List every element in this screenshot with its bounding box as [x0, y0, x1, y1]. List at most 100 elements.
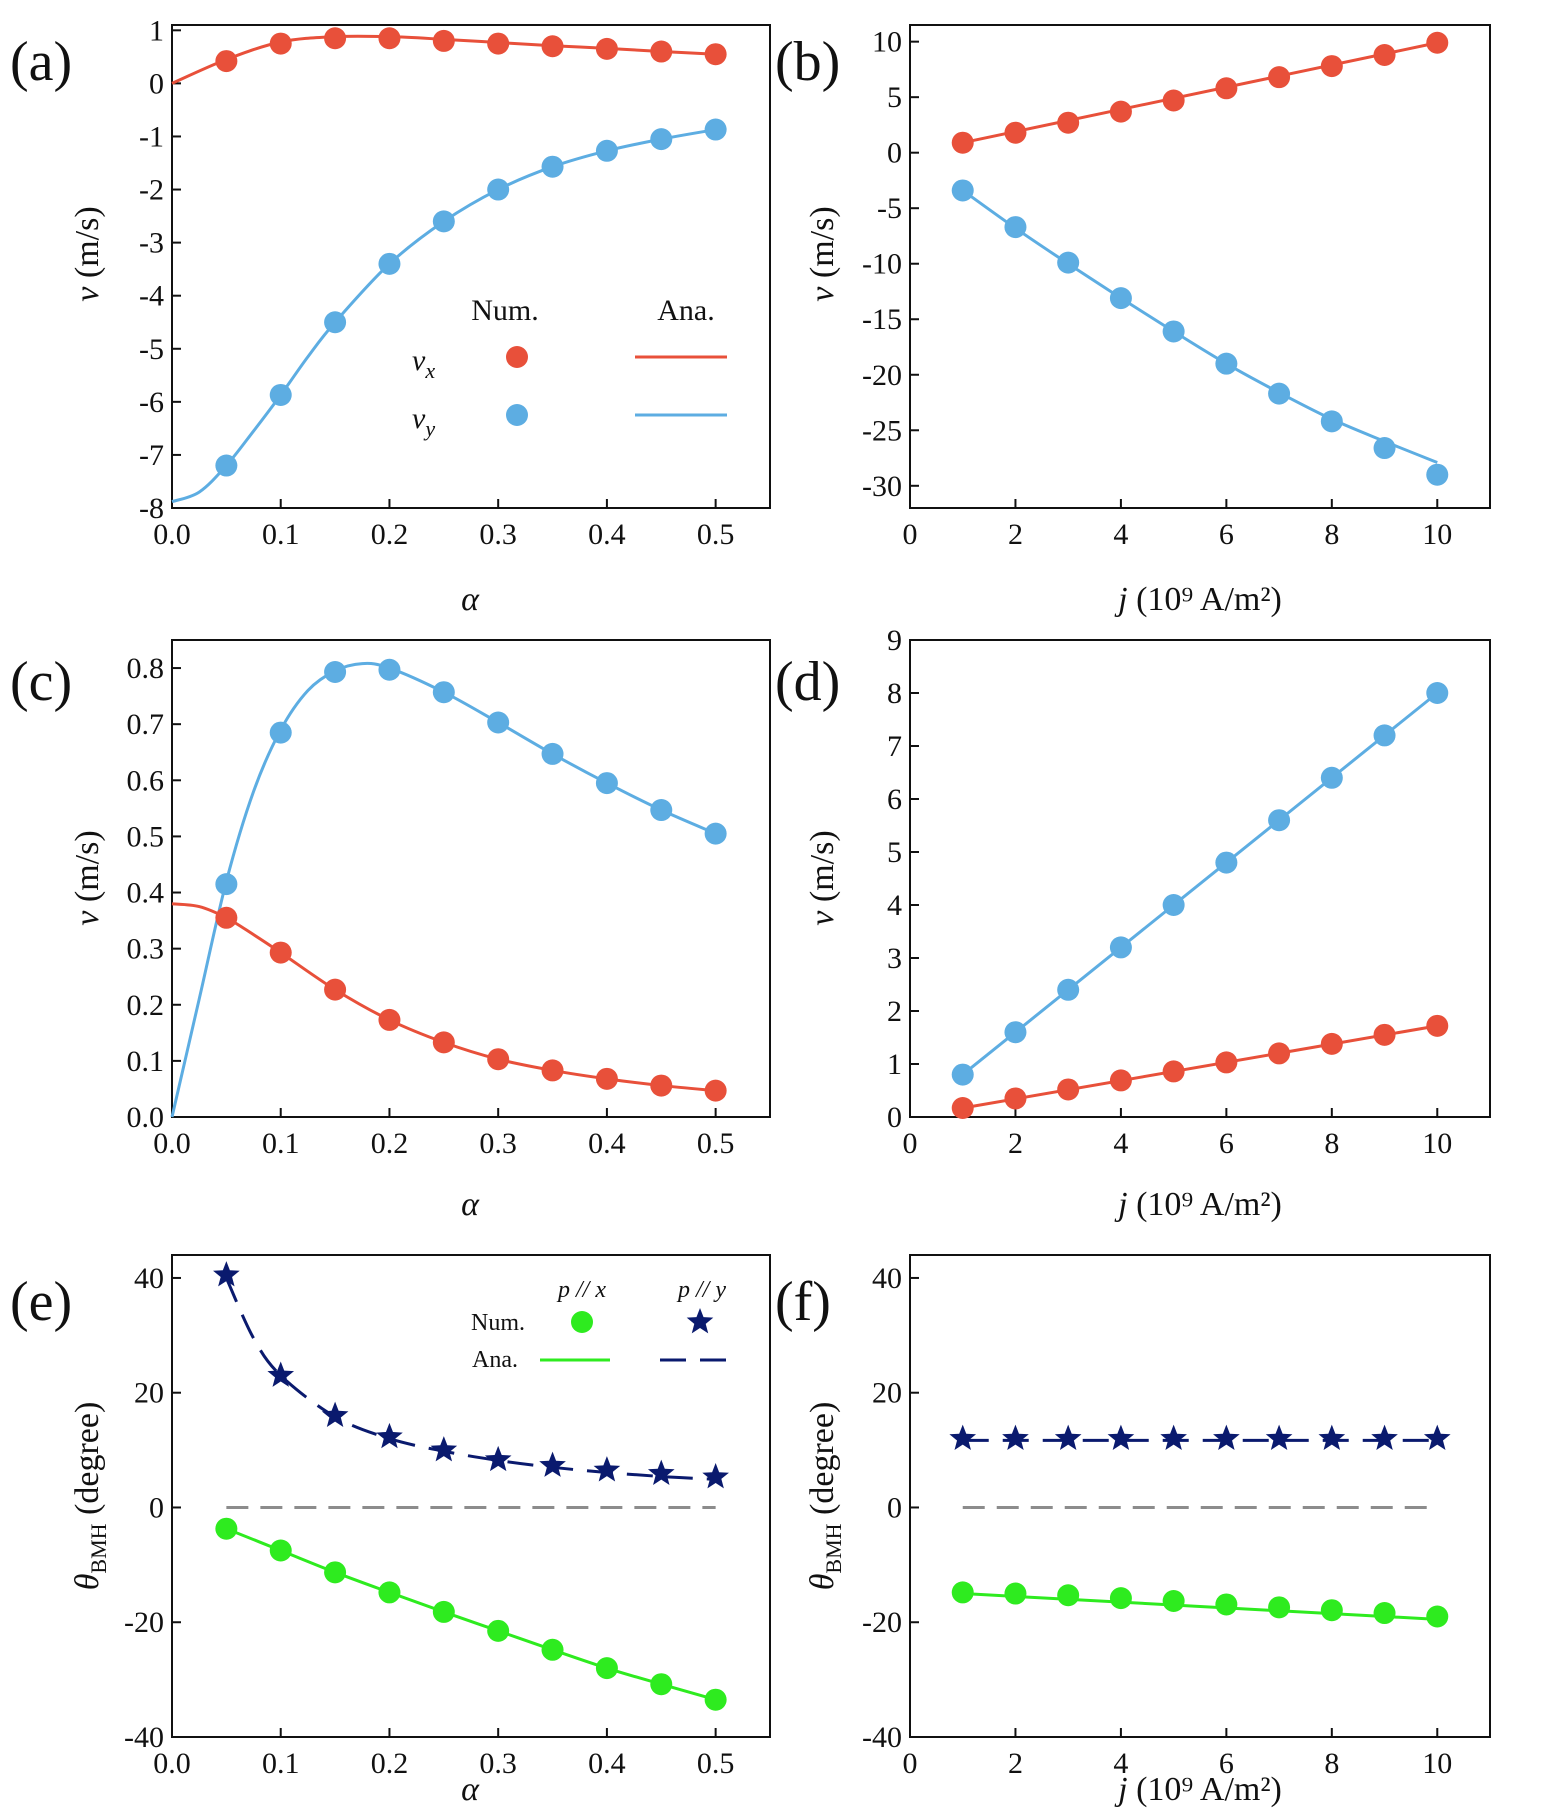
data-point — [1109, 936, 1132, 959]
legend-vy-marker — [506, 404, 528, 426]
panel-a: 1 0 -1 -2 -3 -4 -5 -6 -7 -80.0 0.1 0.2 0.3 0.4 0.5 (a) α… — [10, 14, 771, 618]
data-point — [324, 311, 347, 334]
y-tick-label: 9 — [887, 624, 902, 657]
x-axis-label: j (10⁹ A/m²) — [1114, 1186, 1282, 1223]
y-tick-label: -4 — [139, 280, 164, 313]
x-tick-label: 0.1 — [262, 1747, 300, 1780]
y-tick-label: -20 — [124, 1606, 164, 1639]
panel-label: (d) — [775, 651, 840, 713]
data-point — [1057, 111, 1080, 134]
panel-label: (b) — [775, 31, 840, 93]
y-tick-label: 0.8 — [127, 652, 165, 685]
data-point — [650, 1673, 673, 1696]
data-point-star — [430, 1436, 458, 1462]
data-point — [1057, 251, 1080, 274]
data-point — [1320, 766, 1343, 789]
data-point — [1109, 287, 1132, 310]
y-tick-label: 4 — [887, 889, 902, 922]
x-tick-label: 0.0 — [153, 1127, 191, 1160]
data-point — [1426, 1605, 1449, 1628]
x-tick-label: 2 — [1008, 1127, 1023, 1160]
x-tick-label: 0.1 — [262, 1127, 300, 1160]
data-point — [704, 1079, 727, 1102]
y-tick-label: 0 — [887, 137, 902, 170]
x-tick-label: 6 — [1219, 518, 1234, 551]
data-point — [1004, 216, 1027, 239]
x-tick-label: 4 — [1113, 1747, 1128, 1780]
data-point — [541, 35, 564, 58]
y-tick-label: 1 — [887, 1048, 902, 1081]
data-point — [487, 711, 510, 734]
x-tick-label: 0.1 — [262, 518, 300, 551]
y-tick-label: 0.6 — [127, 764, 165, 797]
y-tick-label: -3 — [139, 227, 164, 260]
x-tick-label: 0.3 — [479, 1127, 517, 1160]
data-point — [650, 40, 673, 63]
data-point-star — [213, 1261, 240, 1287]
data-point — [432, 1600, 455, 1623]
data-point — [487, 178, 510, 201]
y-axis-label: v (m/s) — [804, 830, 841, 925]
data-point-star — [593, 1456, 621, 1482]
y-tick-label: -6 — [139, 386, 164, 419]
data-point — [215, 50, 238, 73]
legend-ana-header: Ana. — [657, 294, 714, 327]
data-point — [1162, 320, 1185, 343]
y-axis-label: v (m/s) — [804, 206, 841, 301]
data-point — [1004, 1087, 1027, 1110]
data-point — [1057, 978, 1080, 1001]
data-point — [378, 1581, 401, 1604]
data-point-star — [376, 1422, 403, 1449]
data-point — [1268, 66, 1291, 89]
y-tick-label: -5 — [877, 192, 902, 225]
data-point — [1109, 1587, 1132, 1610]
x-tick-label: 2 — [1008, 1747, 1023, 1780]
data-point — [951, 1096, 974, 1119]
x-tick-label: 0.2 — [371, 1127, 409, 1160]
data-point — [269, 383, 292, 406]
x-tick-label: 8 — [1324, 1747, 1339, 1780]
data-point — [1215, 1051, 1238, 1074]
y-tick-label: 1 — [149, 14, 164, 47]
data-point-star — [1423, 1424, 1451, 1450]
data-point — [1057, 1584, 1080, 1607]
series-line-vy — [171, 128, 716, 504]
y-tick-label: 0.5 — [127, 820, 165, 853]
data-point — [1268, 1596, 1291, 1619]
panel-c: 0.8 0.7 0.6 0.5 0.4 0.3 0.2 0.1 0.00.0 0.1 0.2 0.3 0… — [10, 639, 771, 1223]
panel-e: 40 20 0 -20 -400.0 0.1 0.2 0.3 0.4 0.5 (e) α θBMH (d… — [10, 1254, 771, 1808]
data-point-star — [949, 1424, 977, 1450]
data-point — [378, 658, 401, 681]
data-point-star — [267, 1361, 295, 1387]
data-point-star — [647, 1459, 675, 1485]
y-tick-label: -30 — [862, 470, 902, 503]
x-tick-label: 0.4 — [588, 1127, 626, 1160]
data-point — [432, 1031, 455, 1054]
data-point — [324, 978, 347, 1001]
x-tick-label: 2 — [1008, 518, 1023, 551]
data-point — [951, 131, 974, 154]
data-point — [269, 1539, 292, 1562]
data-point — [432, 29, 455, 52]
y-axis-label: v (m/s) — [69, 830, 106, 925]
data-point — [1057, 1078, 1080, 1101]
plot-frame — [171, 24, 771, 509]
data-point — [1109, 1069, 1132, 1092]
y-tick-label: 0.7 — [127, 708, 165, 741]
y-tick-label: 40 — [134, 1262, 164, 1295]
data-point — [378, 27, 401, 50]
x-tick-label: 0 — [903, 1747, 918, 1780]
data-point-star — [1371, 1424, 1398, 1450]
y-tick-label: 0.3 — [127, 933, 165, 966]
data-point-star — [1054, 1424, 1082, 1450]
data-point — [1426, 463, 1449, 486]
data-point — [1162, 1590, 1185, 1613]
data-point — [269, 941, 292, 964]
x-tick-label: 0.0 — [153, 518, 191, 551]
plot-frame — [171, 639, 771, 1118]
data-point — [951, 1581, 974, 1604]
data-point — [324, 1561, 347, 1584]
legend-num-header: Num. — [471, 294, 539, 327]
data-point — [324, 27, 347, 50]
